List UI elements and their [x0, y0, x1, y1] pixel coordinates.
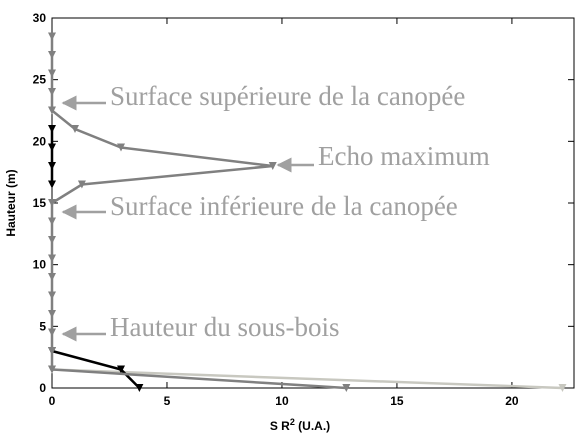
point-marker [48, 106, 56, 115]
series-line [50, 129, 141, 389]
y-tick-label: 15 [33, 196, 47, 210]
point-marker [135, 384, 144, 392]
x-tick-label: 20 [505, 394, 519, 408]
y-tick-label: 20 [33, 134, 47, 148]
point-marker [48, 217, 56, 226]
point-marker [48, 32, 56, 41]
point-marker [116, 365, 125, 374]
point-marker [558, 384, 567, 392]
annotation: Echo maximum [318, 141, 490, 171]
point-marker [48, 347, 56, 355]
x-label-suffix: (U.A.) [295, 419, 330, 433]
x-tick-label: 10 [275, 394, 289, 408]
point-marker [48, 291, 56, 300]
y-axis-label: Hauteur (m) [4, 169, 18, 236]
point-marker [48, 273, 56, 281]
x-axis-label: S R2 (U.A.) [270, 417, 330, 433]
point-marker [77, 180, 86, 189]
point-marker [48, 162, 56, 170]
y-tick-label: 25 [33, 73, 47, 87]
point-marker [48, 365, 56, 374]
point-marker [116, 143, 125, 152]
y-tick-label: 10 [33, 258, 47, 272]
annotation: Surface supérieure de la canopée [110, 81, 465, 111]
x-label-main: S R [270, 419, 290, 433]
x-tick-label: 15 [390, 394, 404, 408]
point-marker [48, 88, 56, 96]
point-marker [70, 125, 79, 133]
point-marker [48, 310, 56, 318]
annotation: Surface inférieure de la canopée [110, 191, 458, 221]
y-tick-label: 0 [39, 381, 46, 395]
x-label-sup: 2 [290, 417, 295, 427]
point-marker [48, 254, 56, 263]
point-marker [48, 236, 56, 244]
point-marker [48, 199, 56, 207]
point-marker [48, 51, 56, 59]
point-marker [48, 143, 56, 152]
y-tick-label: 30 [33, 11, 47, 25]
x-tick-label: 0 [49, 394, 56, 408]
point-marker [48, 180, 56, 189]
point-marker [48, 125, 56, 133]
point-marker [48, 328, 56, 337]
annotation: Hauteur du sous-bois [110, 312, 339, 342]
x-tick-label: 5 [164, 394, 171, 408]
series-line [51, 368, 563, 390]
y-tick-label: 5 [39, 319, 46, 333]
point-marker [48, 69, 56, 78]
point-marker [268, 162, 277, 170]
point-marker [342, 384, 351, 392]
